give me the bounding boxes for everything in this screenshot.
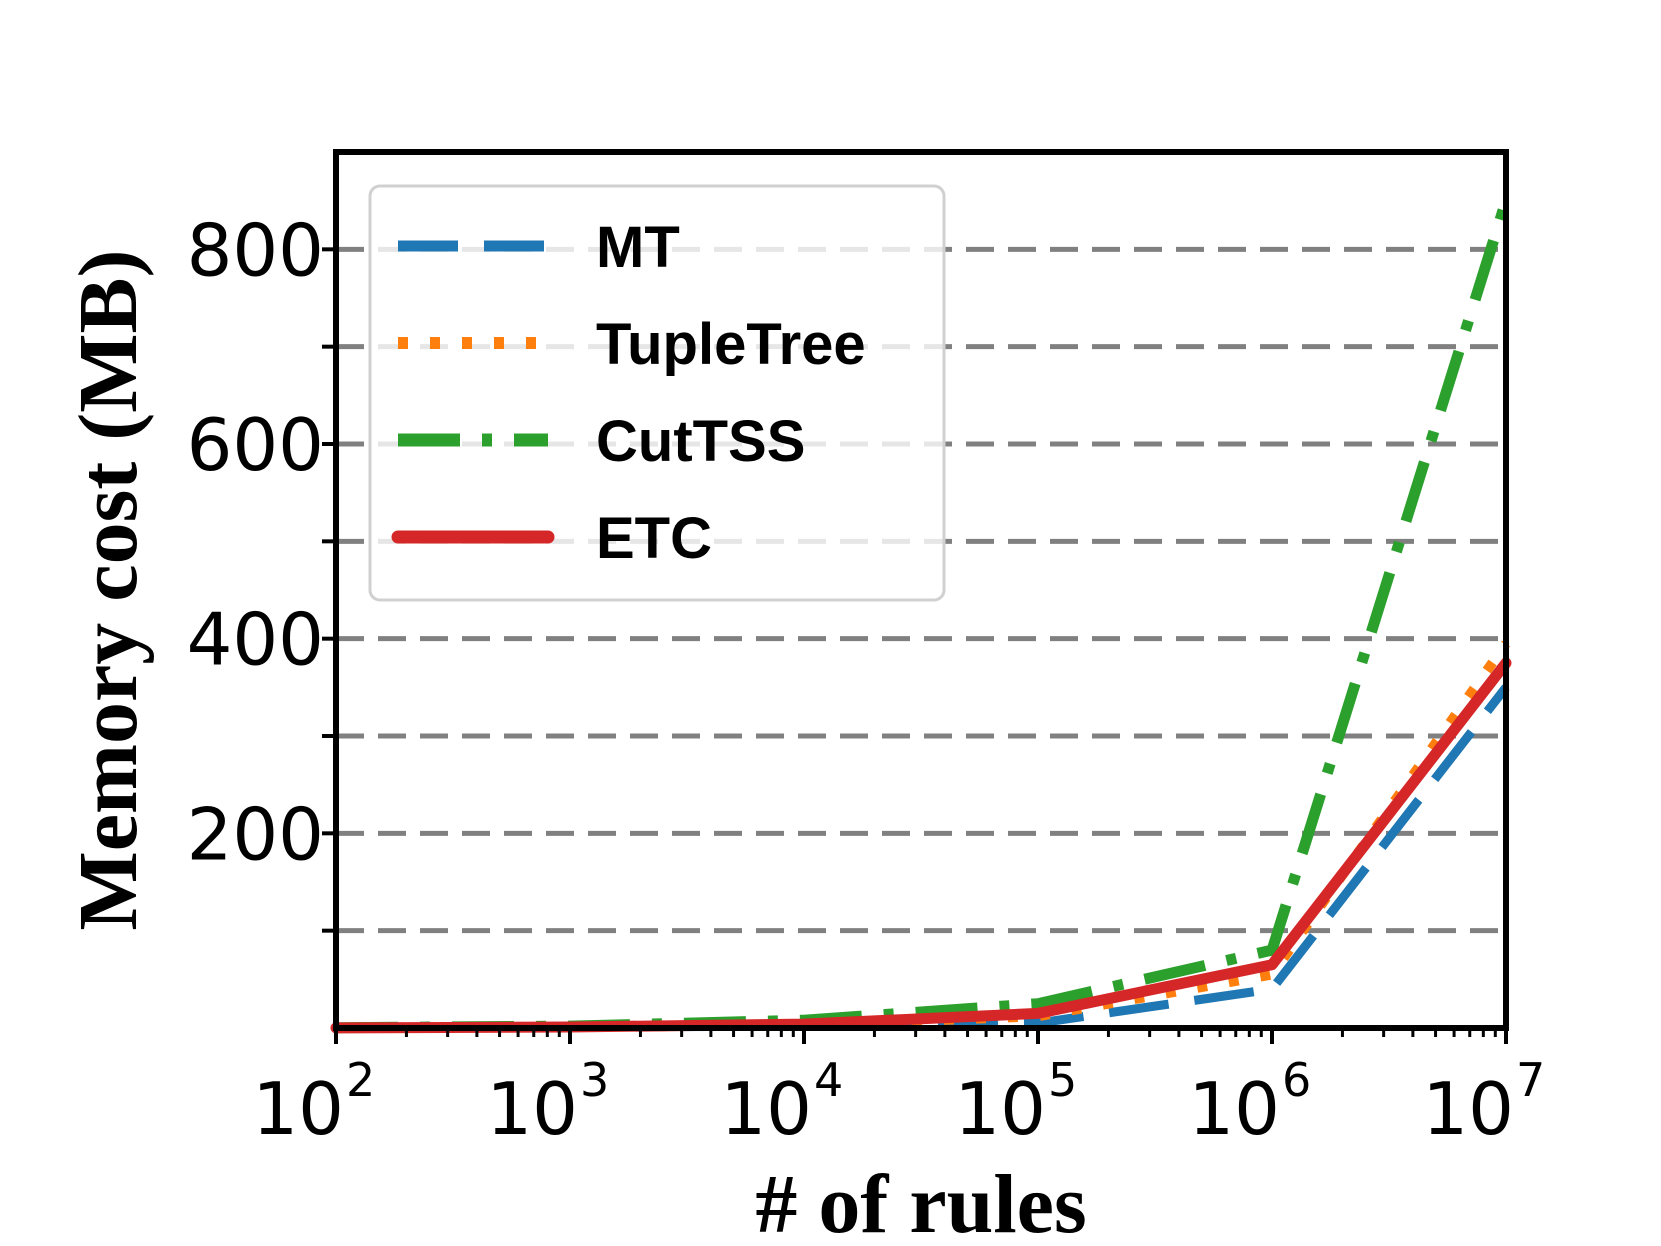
x-tick-label: 10 6 bbox=[1188, 1053, 1311, 1151]
y-axis-label: Memory cost (MB) bbox=[62, 249, 155, 930]
legend-item-tupletree: TupleTree bbox=[398, 312, 866, 377]
x-tick-exponent: 3 bbox=[580, 1053, 609, 1107]
x-tick-label: 10 7 bbox=[1422, 1053, 1545, 1151]
x-axis-ticks: 10 2 10 3 10 4 10 5 10 6 10 7 bbox=[252, 1028, 1545, 1151]
x-tick-base: 10 bbox=[486, 1067, 578, 1151]
x-tick-exponent: 5 bbox=[1048, 1053, 1077, 1107]
x-tick-exponent: 2 bbox=[346, 1053, 375, 1107]
y-axis-ticks: 200 400 600 800 bbox=[187, 208, 336, 933]
y-tick-label: 600 bbox=[187, 403, 324, 487]
legend-label: MT bbox=[596, 215, 680, 280]
legend-item-etc: ETC bbox=[391, 506, 712, 571]
x-tick-base: 10 bbox=[1188, 1067, 1280, 1151]
legend-item-mt: MT bbox=[398, 215, 680, 280]
x-tick-exponent: 4 bbox=[814, 1053, 843, 1107]
x-tick-label: 10 2 bbox=[252, 1053, 375, 1151]
x-tick-base: 10 bbox=[1422, 1067, 1514, 1151]
legend: MT TupleTree CutTSS ETC bbox=[368, 184, 946, 602]
legend-label: TupleTree bbox=[596, 312, 866, 377]
x-tick-base: 10 bbox=[252, 1067, 344, 1151]
legend-label: CutTSS bbox=[596, 409, 805, 474]
x-tick-exponent: 6 bbox=[1282, 1053, 1311, 1107]
y-tick-label: 200 bbox=[187, 792, 324, 876]
legend-box bbox=[368, 184, 946, 602]
series-line-cuttss bbox=[335, 199, 1512, 1034]
x-axis-label: # of rules bbox=[755, 1158, 1086, 1246]
x-tick-label: 10 5 bbox=[954, 1053, 1077, 1151]
series-line-etc bbox=[330, 657, 1512, 1034]
x-tick-base: 10 bbox=[720, 1067, 812, 1151]
x-tick-exponent: 7 bbox=[1516, 1053, 1545, 1107]
legend-item-cuttss: CutTSS bbox=[398, 409, 805, 474]
x-tick-base: 10 bbox=[954, 1067, 1046, 1151]
y-tick-label: 400 bbox=[187, 598, 324, 682]
x-tick-label: 10 3 bbox=[486, 1053, 609, 1151]
x-tick-label: 10 4 bbox=[720, 1053, 843, 1151]
y-tick-label: 800 bbox=[187, 208, 324, 292]
legend-label: ETC bbox=[596, 506, 712, 571]
plot-frame bbox=[333, 149, 1509, 1031]
